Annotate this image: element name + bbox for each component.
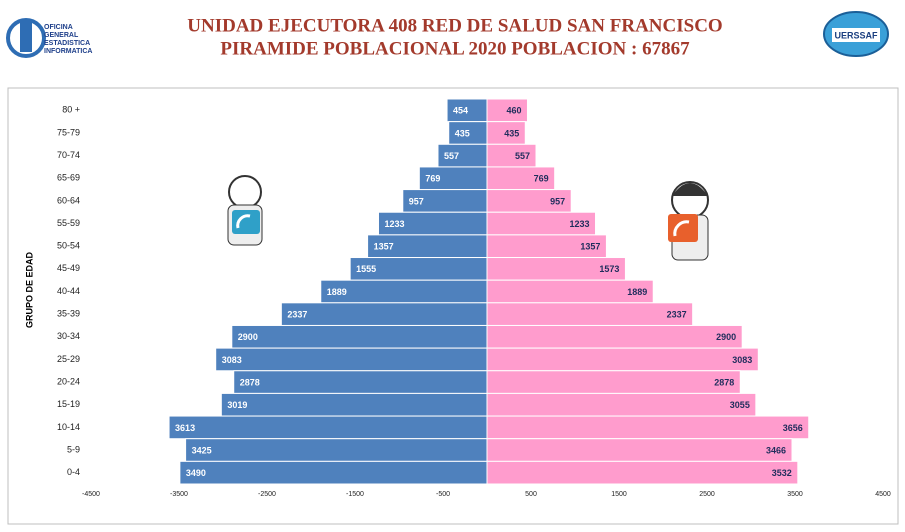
- bar: [486, 370, 741, 394]
- bar: [486, 392, 757, 417]
- bar: [215, 347, 488, 372]
- x-tick-label: 500: [525, 491, 537, 498]
- y-tick-label: 0-4: [67, 467, 80, 477]
- y-tick-label: 45-49: [57, 263, 80, 273]
- bar: [486, 415, 810, 440]
- value-label: 2337: [287, 310, 307, 320]
- value-label: 2878: [714, 377, 734, 387]
- value-label: 3656: [783, 423, 803, 433]
- y-tick-label: 35-39: [57, 309, 80, 319]
- y-tick-label: 75-79: [57, 127, 80, 137]
- x-tick-label: 3500: [787, 491, 803, 498]
- bar: [168, 415, 488, 440]
- y-tick-label: 55-59: [57, 218, 80, 228]
- chart-frame: [7, 87, 899, 525]
- bar: [280, 302, 488, 326]
- x-tick-label: -1500: [346, 491, 364, 498]
- value-label: 557: [515, 151, 530, 161]
- value-label: 557: [444, 151, 459, 161]
- value-label: 1357: [374, 242, 394, 252]
- value-label: 2878: [240, 377, 260, 387]
- value-label: 1555: [356, 264, 376, 274]
- value-label: 3019: [227, 400, 247, 410]
- value-label: 1357: [580, 242, 600, 252]
- bar: [486, 460, 799, 485]
- x-tick-label: 1500: [611, 491, 627, 498]
- value-label: 957: [550, 196, 565, 206]
- value-label: 3083: [222, 355, 242, 365]
- bar: [231, 324, 488, 349]
- value-label: 435: [455, 128, 470, 138]
- y-tick-label: 40-44: [57, 286, 80, 296]
- value-label: 3055: [730, 400, 750, 410]
- y-axis-label: GRUPO DE EDAD: [24, 251, 34, 328]
- bar: [486, 302, 694, 326]
- bar: [179, 460, 488, 485]
- y-tick-label: 20-24: [57, 376, 80, 386]
- x-tick-label: -500: [436, 491, 450, 498]
- logo-text: UERSSAF: [834, 30, 878, 40]
- value-label: 435: [504, 128, 519, 138]
- bar: [486, 347, 759, 372]
- y-tick-label: 15-19: [57, 399, 80, 409]
- y-tick-label: 65-69: [57, 173, 80, 183]
- x-tick-label: 2500: [699, 491, 715, 498]
- logo-left: OFICINA GENERAL ESTADISTICA INFORMATICA: [6, 18, 92, 58]
- value-label: 460: [506, 106, 521, 116]
- y-tick-label: 60-64: [57, 195, 80, 205]
- value-label: 454: [453, 106, 468, 116]
- logo-text: ESTADISTICA: [44, 40, 90, 47]
- girl-icon: [668, 181, 709, 261]
- chart-title: UNIDAD EJECUTORA 408 RED DE SALUD SAN FR…: [187, 15, 722, 36]
- y-tick-label: 50-54: [57, 241, 80, 251]
- x-tick-label: -4500: [82, 491, 100, 498]
- value-label: 1573: [599, 264, 619, 274]
- bar: [486, 438, 793, 462]
- value-label: 2900: [716, 332, 736, 342]
- value-label: 2900: [238, 332, 258, 342]
- bar: [220, 392, 488, 417]
- value-label: 1233: [384, 219, 404, 229]
- bar: [486, 324, 743, 349]
- value-label: 3490: [186, 468, 206, 478]
- value-label: 769: [534, 174, 549, 184]
- value-label: 1889: [327, 287, 347, 297]
- value-label: 3613: [175, 423, 195, 433]
- y-tick-label: 5-9: [67, 444, 80, 454]
- value-label: 2337: [667, 310, 687, 320]
- value-label: 3466: [766, 445, 786, 455]
- value-label: 1233: [569, 219, 589, 229]
- value-label: 1889: [627, 287, 647, 297]
- x-tick-label: -2500: [258, 491, 276, 498]
- boy-icon: [227, 175, 263, 246]
- y-tick-label: 25-29: [57, 354, 80, 364]
- logo-text: INFORMATICA: [44, 48, 92, 55]
- y-tick-label: 30-34: [57, 331, 80, 341]
- logo-text: GENERAL: [44, 32, 79, 39]
- x-tick-label: -3500: [170, 491, 188, 498]
- bar: [233, 370, 488, 394]
- logo-right: UERSSAF: [823, 11, 889, 57]
- value-label: 957: [409, 196, 424, 206]
- value-label: 3425: [192, 445, 212, 455]
- x-tick-label: 4500: [875, 491, 891, 498]
- value-label: 769: [425, 174, 440, 184]
- chart-subtitle: PIRAMIDE POBLACIONAL 2020 POBLACION : 67…: [220, 38, 690, 59]
- y-tick-label: 10-14: [57, 422, 80, 432]
- y-tick-label: 80 +: [62, 105, 80, 115]
- value-label: 3083: [732, 355, 752, 365]
- value-label: 3532: [772, 468, 792, 478]
- logo-text: OFICINA: [44, 24, 73, 31]
- bar: [185, 438, 488, 462]
- y-tick-label: 70-74: [57, 150, 80, 160]
